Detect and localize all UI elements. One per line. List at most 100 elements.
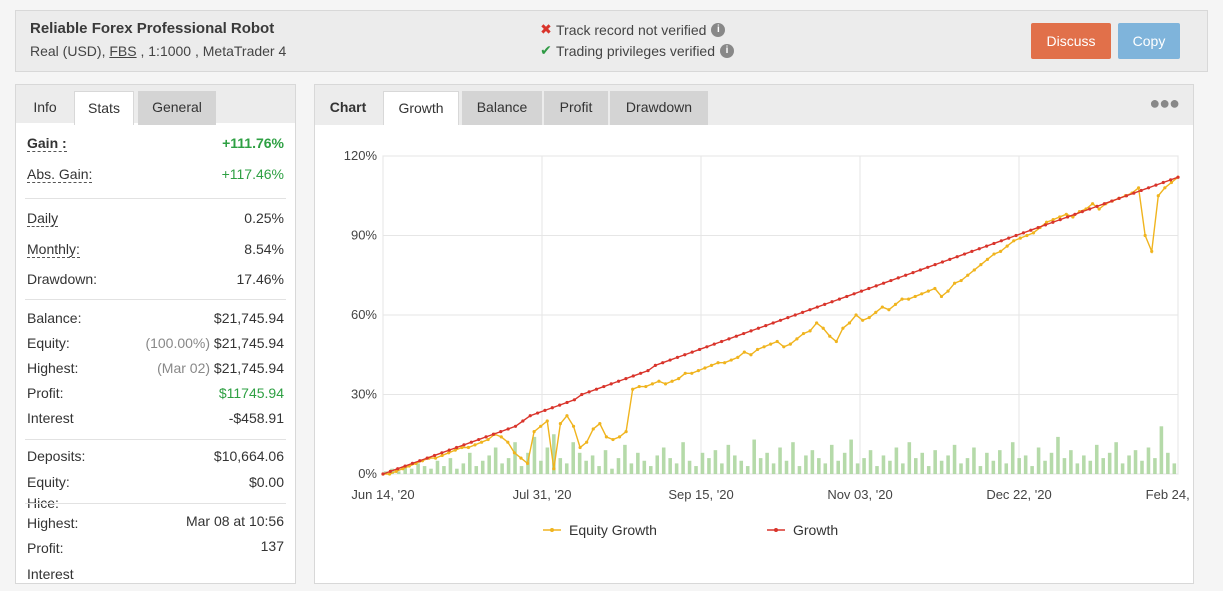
- series-point: [539, 424, 543, 428]
- series-point: [403, 464, 407, 468]
- chart-panel: Chart Growth Balance Profit Drawdown ●●●…: [314, 84, 1194, 584]
- series-point: [512, 451, 517, 455]
- series-point: [552, 467, 556, 471]
- series-point: [663, 382, 668, 386]
- daily-label[interactable]: Daily: [27, 210, 59, 227]
- legend-marker[interactable]: [774, 528, 778, 532]
- chart-ticks: 0% 30% 60% 90% 120% Jun 14, '20 Jul 31, '20 Sep…: [344, 148, 1193, 502]
- series-point: [611, 437, 615, 442]
- gain-label[interactable]: Gain :: [27, 135, 67, 152]
- chart-bar: [739, 460, 744, 474]
- series-point: [631, 387, 635, 391]
- series-point: [637, 384, 641, 389]
- x-tick-label: Jul 31, '20: [513, 487, 572, 502]
- chart-bar: [791, 442, 795, 474]
- chart-bar: [674, 463, 679, 474]
- chart-bar: [1030, 466, 1034, 474]
- interest-row: Interest -$458.91: [27, 410, 284, 432]
- legend-label[interactable]: Growth: [793, 522, 838, 538]
- series-point: [1025, 233, 1029, 238]
- tab-growth[interactable]: Growth: [383, 91, 459, 125]
- abs-gain-label[interactable]: Abs. Gain:: [27, 166, 93, 183]
- copy-button[interactable]: Copy: [1118, 23, 1180, 59]
- series-point: [815, 305, 819, 309]
- divider: [25, 439, 286, 440]
- chart-bar: [1127, 455, 1131, 474]
- series-point: [591, 427, 595, 431]
- broker-link[interactable]: FBS: [109, 43, 137, 59]
- more-options-icon[interactable]: ●●●: [1149, 93, 1180, 113]
- series-point: [887, 308, 891, 312]
- chart-bar: [545, 447, 550, 474]
- series-point: [1051, 220, 1055, 224]
- series-point: [387, 472, 392, 476]
- balance-row: Balance: $21,745.94: [27, 310, 284, 332]
- series-point: [762, 345, 766, 349]
- chart-bar: [455, 468, 459, 474]
- chart-bar: [474, 466, 479, 474]
- series-point: [880, 305, 884, 309]
- highest-row: Highest: (Mar 02) $21,745.94: [27, 360, 284, 382]
- tab-balance[interactable]: Balance: [462, 91, 542, 125]
- legend-label[interactable]: Equity Growth: [569, 522, 657, 538]
- tab-info[interactable]: Info: [33, 99, 57, 115]
- series-point: [874, 310, 878, 314]
- tab-drawdown[interactable]: Drawdown: [610, 91, 708, 125]
- tab-profit[interactable]: Profit: [544, 91, 608, 125]
- divider: [25, 198, 286, 199]
- gain-value: +111.76%: [222, 135, 284, 151]
- x-tick-label: Jun 14, '20: [351, 487, 414, 502]
- series-point: [834, 339, 838, 344]
- series-point: [1161, 180, 1165, 185]
- series-point: [1029, 228, 1033, 232]
- tab-general[interactable]: General: [138, 91, 216, 125]
- chart-bar: [1036, 447, 1041, 474]
- series-point: [795, 337, 799, 341]
- info-icon[interactable]: i: [720, 43, 734, 58]
- series-point: [617, 435, 622, 439]
- system-title: Reliable Forex Professional Robot: [30, 20, 275, 37]
- series-point: [830, 300, 834, 304]
- highest-date: (Mar 02): [157, 360, 211, 376]
- monthly-value: 8.54%: [244, 241, 284, 257]
- series-point: [447, 448, 451, 452]
- chart-bar: [396, 471, 401, 474]
- chart-bar: [629, 463, 634, 474]
- monthly-label[interactable]: Monthly:: [27, 241, 80, 258]
- profit2-value: 137: [260, 538, 284, 554]
- chart-bar: [694, 466, 698, 474]
- chart-bar: [829, 444, 834, 474]
- chart-bar: [700, 452, 705, 474]
- series-point: [602, 384, 606, 389]
- y-tick-label: 60%: [351, 307, 377, 322]
- series-point: [506, 427, 510, 431]
- info-icon[interactable]: i: [711, 22, 726, 37]
- discuss-button[interactable]: Discuss: [1031, 23, 1111, 59]
- chart-bar: [487, 455, 491, 474]
- chart-bar: [972, 447, 976, 474]
- chart-bar: [571, 442, 575, 474]
- chart-legend[interactable]: Equity Growth Growth: [543, 522, 838, 538]
- series-point: [979, 263, 983, 267]
- series-point: [764, 324, 768, 328]
- series-point: [396, 467, 400, 471]
- legend-marker[interactable]: [550, 528, 554, 532]
- series-point: [565, 414, 569, 418]
- deposits-value: $10,664.06: [213, 448, 284, 464]
- series-point: [808, 329, 812, 333]
- y-tick-label: 30%: [351, 387, 377, 402]
- balance-value: $21,745.94: [213, 310, 284, 326]
- series-point: [911, 271, 915, 275]
- tab-stats[interactable]: Stats: [74, 91, 134, 125]
- series-point: [639, 371, 643, 375]
- y-tick-label: 0%: [358, 466, 377, 481]
- series-point: [985, 257, 990, 261]
- chart-bar: [823, 463, 828, 474]
- series-point: [920, 292, 924, 296]
- series-point: [558, 403, 562, 407]
- chart-bar: [500, 463, 504, 474]
- chart-bar: [681, 442, 685, 474]
- series-point: [690, 350, 694, 354]
- chart-bar: [532, 436, 537, 474]
- series-point: [460, 445, 464, 450]
